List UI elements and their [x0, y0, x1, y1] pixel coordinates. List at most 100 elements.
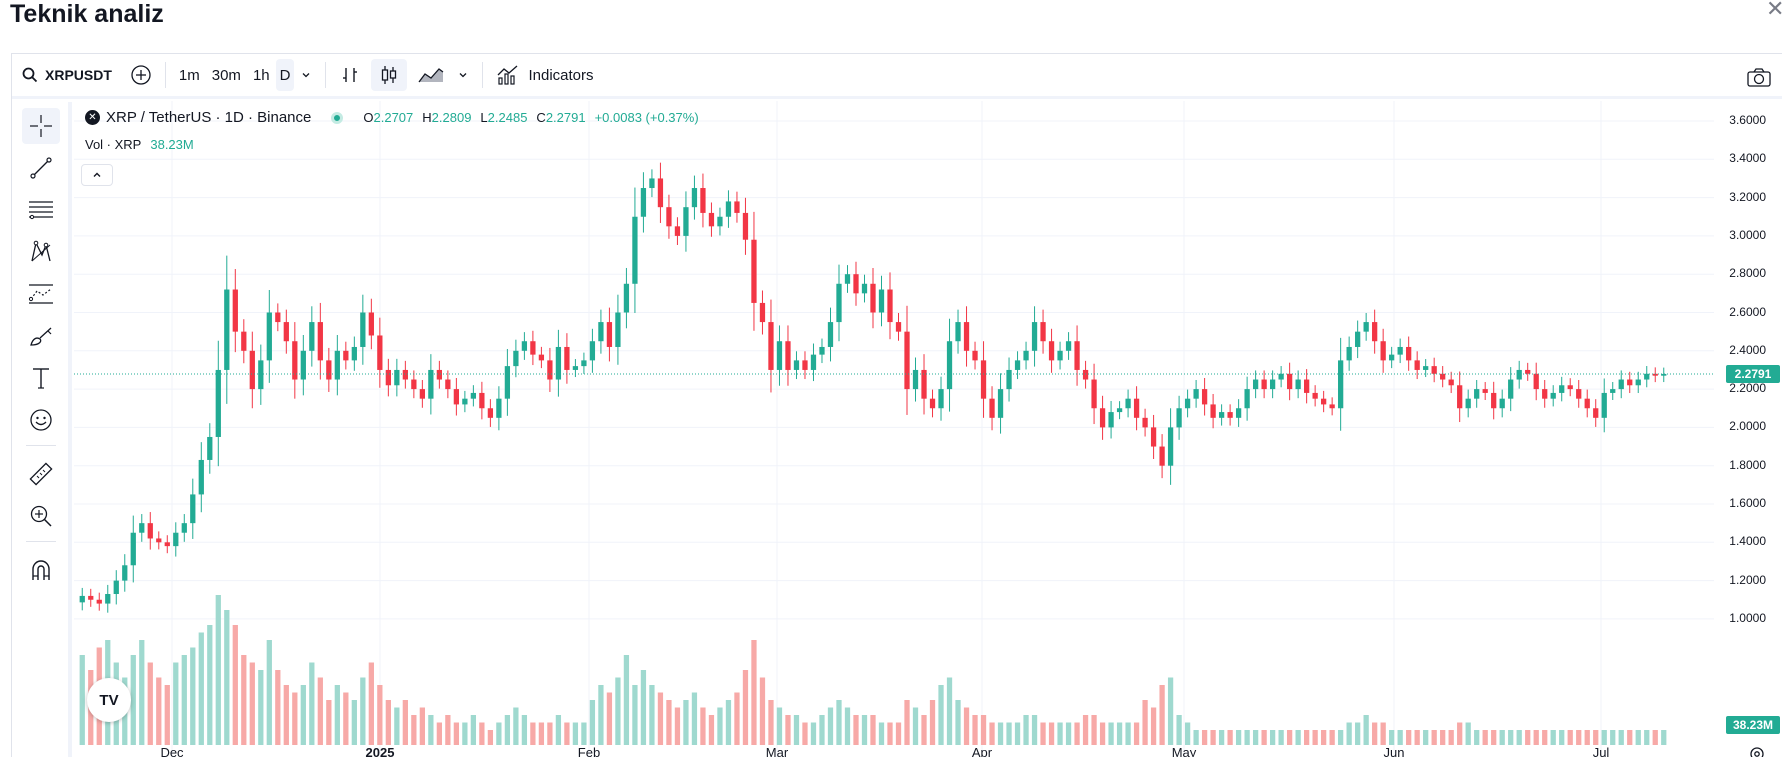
candle-body: [283, 322, 289, 342]
low-label: L: [480, 110, 488, 125]
candle-body: [96, 599, 102, 604]
close-icon[interactable]: ✕: [1766, 0, 1782, 21]
volume-bar: [1304, 730, 1310, 745]
high-label: H: [422, 110, 432, 125]
bar-chart-type-button[interactable]: [333, 59, 367, 91]
volume-bar: [79, 655, 85, 745]
volume-bar: [768, 700, 774, 745]
volume-bar: [1184, 722, 1191, 745]
forecast-tool-button[interactable]: [22, 276, 60, 312]
candle-body: [725, 201, 732, 217]
area-chart-type-button[interactable]: [411, 59, 451, 91]
candles-chart-type-button[interactable]: [371, 59, 408, 91]
volume-bar: [1227, 730, 1233, 745]
tradingview-logo[interactable]: TV: [87, 678, 131, 722]
pattern-icon: [31, 240, 51, 262]
legend-title: XRP / TetherUS · 1D · Binance: [106, 109, 312, 126]
compare-symbol-button[interactable]: [124, 59, 158, 91]
candle-body: [1448, 379, 1454, 386]
volume-bar: [164, 685, 170, 745]
symbol-search-button[interactable]: XRPUSDT: [12, 59, 118, 91]
crosshair-tool-button[interactable]: [22, 108, 60, 144]
volume-bar: [1167, 677, 1174, 745]
candle-body: [759, 302, 766, 323]
candle-body: [258, 360, 264, 390]
candle-body: [1065, 341, 1072, 351]
zoom-in-tool-button[interactable]: [22, 498, 60, 534]
candle-body: [232, 289, 238, 332]
volume-bar: [377, 685, 383, 745]
volume-bar: [581, 722, 587, 745]
volume-bar: [1329, 730, 1335, 745]
interval-1m-button[interactable]: 1m: [178, 66, 200, 84]
candle-body: [1286, 373, 1293, 390]
volume-bar: [1338, 730, 1344, 745]
measure-tool-button[interactable]: [22, 456, 60, 492]
candle-body: [521, 341, 528, 351]
volume-bar: [1074, 722, 1080, 745]
text-icon: [33, 368, 49, 389]
pattern-tool-button[interactable]: [22, 234, 60, 270]
volume-bar: [827, 707, 834, 745]
volume-bar: [173, 662, 179, 745]
candle-body: [912, 369, 919, 390]
candle-body: [1269, 379, 1276, 390]
volume-bar: [428, 715, 434, 745]
candle-body: [1499, 398, 1505, 409]
interval-30m-button[interactable]: 30m: [211, 66, 241, 84]
time-axis-label: Apr: [971, 745, 993, 757]
candle-body: [130, 532, 136, 566]
candle-body: [317, 322, 323, 361]
open-label: O: [363, 110, 374, 125]
candle-body: [1116, 408, 1123, 413]
candle-body: [181, 523, 187, 533]
candle-body: [351, 346, 357, 361]
trend-line-tool-button[interactable]: [22, 150, 60, 186]
candle-body: [793, 360, 800, 370]
toolbar-divider: [482, 62, 484, 88]
volume-bar: [513, 707, 519, 745]
volume-bar: [343, 692, 349, 745]
candle-body: [1397, 346, 1403, 355]
candle-body: [1006, 369, 1012, 390]
candle-body: [1576, 389, 1582, 399]
fib-tool-button[interactable]: [22, 192, 60, 228]
candle-body: [564, 346, 570, 370]
volume-bar: [419, 707, 425, 745]
text-tool-button[interactable]: [22, 360, 60, 396]
candle-body: [640, 188, 647, 217]
volume-bar: [657, 692, 664, 745]
volume-bar: [351, 700, 357, 745]
indicators-button[interactable]: Indicators: [490, 59, 599, 91]
brush-tool-button[interactable]: [22, 318, 60, 354]
price-axis-label: 1.8000: [1729, 457, 1766, 472]
candle-body: [1193, 389, 1199, 399]
candle-body: [1372, 322, 1378, 342]
volume-bar: [1661, 730, 1667, 745]
volume-bar: [224, 610, 230, 745]
volume-bar: [751, 640, 757, 745]
volume-bar: [564, 722, 570, 745]
candle-body: [1218, 412, 1225, 418]
chart-type-dropdown-button[interactable]: [451, 59, 475, 91]
price-chart[interactable]: [74, 101, 1720, 757]
ruler-icon: [29, 462, 53, 486]
magnet-tool-button[interactable]: [22, 552, 60, 588]
settings-icon[interactable]: [1748, 745, 1766, 757]
volume-bar: [1150, 707, 1157, 745]
screenshot-button[interactable]: [1740, 61, 1778, 93]
candle-body: [105, 594, 111, 604]
volume-bar: [1099, 722, 1106, 745]
candle-body: [198, 459, 204, 495]
candle-body: [292, 341, 298, 380]
emoji-tool-button[interactable]: [22, 402, 60, 438]
volume-bar: [870, 715, 876, 745]
collapse-legend-button[interactable]: [81, 164, 113, 186]
candle-body: [589, 341, 596, 361]
price-axis-label: 1.4000: [1729, 534, 1766, 549]
interval-1h-button[interactable]: 1h: [252, 66, 270, 84]
interval-d-button[interactable]: D: [275, 59, 295, 91]
interval-dropdown-button[interactable]: [294, 59, 318, 91]
candle-body: [1082, 369, 1089, 380]
symbol-label: XRPUSDT: [45, 67, 112, 83]
